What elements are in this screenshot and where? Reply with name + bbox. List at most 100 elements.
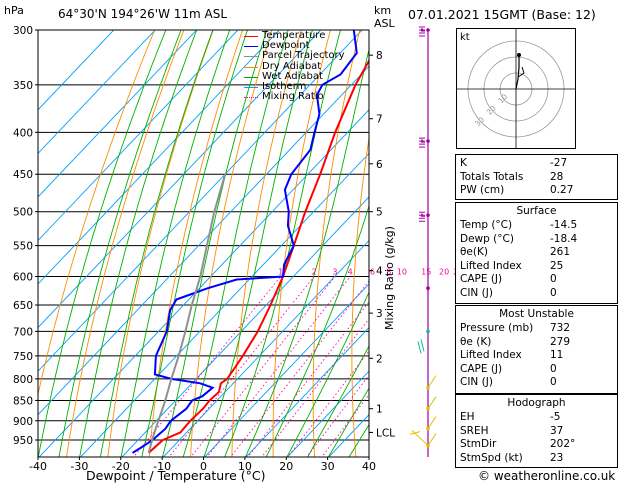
wind-barb — [427, 433, 437, 446]
mixing-ratio-label: 1 — [278, 268, 283, 277]
table-row: CIN (J) 0 — [460, 287, 613, 299]
dry-adiabat-line — [190, 30, 273, 457]
wet-adiabat-line — [244, 47, 369, 457]
height-tick-label: 1 — [376, 404, 383, 416]
x-tick-label: -20 — [112, 460, 130, 473]
x-tick-label: 0 — [200, 460, 207, 473]
mixing-ratio-line — [168, 276, 315, 457]
wind-barb — [417, 339, 425, 354]
table-row: CAPE (J) 0 — [460, 273, 613, 285]
mixing-ratio-line — [247, 301, 369, 457]
copyright-text: © weatheronline.co.uk — [478, 469, 616, 483]
height-tick-label: 5 — [376, 207, 383, 219]
pressure-tick-label: 450 — [13, 169, 33, 181]
isotherm-line — [286, 370, 369, 457]
row-label: θe(K) — [460, 246, 488, 259]
mixing-ratio-label: 4 — [348, 268, 353, 277]
row-value: -27 — [550, 157, 568, 169]
legend-label: Dry Adiabat — [262, 60, 322, 72]
table-row: CAPE (J) 0 — [460, 363, 613, 375]
wet-adiabat-line — [99, 30, 214, 457]
x-tick-label: 30 — [321, 460, 335, 473]
table-title: Hodograph — [507, 397, 566, 409]
wind-level-dot — [426, 329, 430, 334]
mixing-ratio-line — [306, 374, 369, 457]
row-label: EH — [460, 411, 475, 423]
isotherm-line — [245, 326, 369, 457]
row-value: 11 — [550, 349, 564, 362]
legend-swatch — [244, 36, 258, 37]
pressure-tick-label: 350 — [13, 80, 33, 92]
height-tick-label: LCL — [376, 427, 395, 439]
dry-adiabat-line — [66, 30, 185, 457]
mixing-ratio-label: 15 — [421, 268, 431, 277]
wind-level-dot — [426, 213, 430, 218]
table-row: Pressure (mb) 732 — [460, 322, 613, 334]
row-label: K — [460, 157, 467, 169]
row-label: StmSpd (kt) — [460, 451, 523, 464]
row-value: 25 — [550, 259, 564, 272]
mixing-ratio-label: 10 — [397, 268, 407, 277]
row-label: CAPE (J) — [460, 362, 503, 375]
row-label: Pressure (mb) — [460, 322, 534, 334]
legend-label: Temperature — [262, 30, 326, 41]
table-row: StmSpd (kt) 23 — [460, 452, 613, 464]
table-row: Dewp (°C) -18.4 — [460, 233, 613, 245]
wind-level-dot — [426, 139, 430, 143]
x-tick-label: 40 — [362, 460, 376, 473]
dewpoint-line — [131, 30, 358, 454]
row-label: Lifted Index — [460, 349, 522, 362]
pressure-tick-label: 950 — [13, 435, 33, 447]
pressure-tick-label: 650 — [13, 300, 33, 312]
km-unit-label: km — [374, 4, 392, 17]
row-value: 37 — [550, 424, 564, 437]
row-value: -14.5 — [550, 219, 578, 231]
legend-label: Dewpoint — [262, 40, 310, 52]
mixing-ratio-line — [229, 280, 369, 457]
table-title: Surface — [516, 205, 557, 217]
datetime-title: 07.01.2021 15GMT (Base: 12) — [408, 7, 596, 22]
table-row: θe (K) 279 — [460, 336, 613, 348]
hodograph-unit: kt — [460, 32, 470, 43]
table-title: Most Unstable — [499, 308, 574, 320]
table-row: θe(K) 261 — [460, 246, 613, 258]
hodograph-panel: kt 10 20 30 — [456, 28, 576, 149]
mixing-ratio-label: 3 — [332, 268, 337, 277]
wind-barb — [427, 396, 437, 409]
table-row: K -27 — [460, 157, 613, 169]
surface-panel: Surface Temp (°C) -14.5 Dewp (°C) -18.4 θe(K)… — [455, 202, 618, 304]
pressure-unit-label: hPa — [4, 4, 24, 17]
wind-level-dot — [426, 286, 430, 291]
pressure-tick-label: 550 — [13, 241, 33, 253]
hodograph-table-panel: Hodograph EH -5 SREH 37 StmDir 202° StmSpd (kt)… — [455, 394, 618, 468]
hodograph-ring-label: 10 — [496, 92, 509, 105]
parcel-line — [147, 173, 227, 454]
row-value: 0 — [550, 362, 557, 375]
wet-adiabat-line — [327, 387, 369, 457]
isotherm-line — [38, 30, 156, 155]
dry-adiabat-line — [107, 30, 214, 457]
table-row: Totals Totals 28 — [460, 171, 613, 183]
pressure-tick-label: 400 — [13, 127, 33, 139]
isotherm-line — [204, 283, 369, 457]
mixing-ratio-label: 2 — [312, 268, 317, 277]
hodograph-point — [517, 53, 521, 57]
table-row: PW (cm) 0.27 — [460, 184, 613, 196]
row-value: 202° — [550, 438, 576, 451]
mixing-ratio-line — [190, 276, 336, 457]
isotherm-line — [38, 30, 115, 111]
isotherm-line — [79, 152, 369, 457]
dry-adiabat-line — [312, 30, 361, 457]
pressure-tick-label: 300 — [13, 25, 33, 37]
height-tick-label: 8 — [376, 50, 383, 62]
pressure-tick-label: 800 — [13, 374, 33, 386]
isotherm-line — [38, 30, 363, 372]
x-tick-label: -30 — [70, 460, 88, 473]
legend-label: Wet Adiabat — [262, 70, 323, 82]
temperature-line — [147, 58, 369, 454]
legend-swatch — [244, 46, 258, 48]
x-axis-title: Dewpoint / Temperature (°C) — [86, 468, 266, 483]
mixing-ratio-label: 8 — [386, 268, 391, 277]
